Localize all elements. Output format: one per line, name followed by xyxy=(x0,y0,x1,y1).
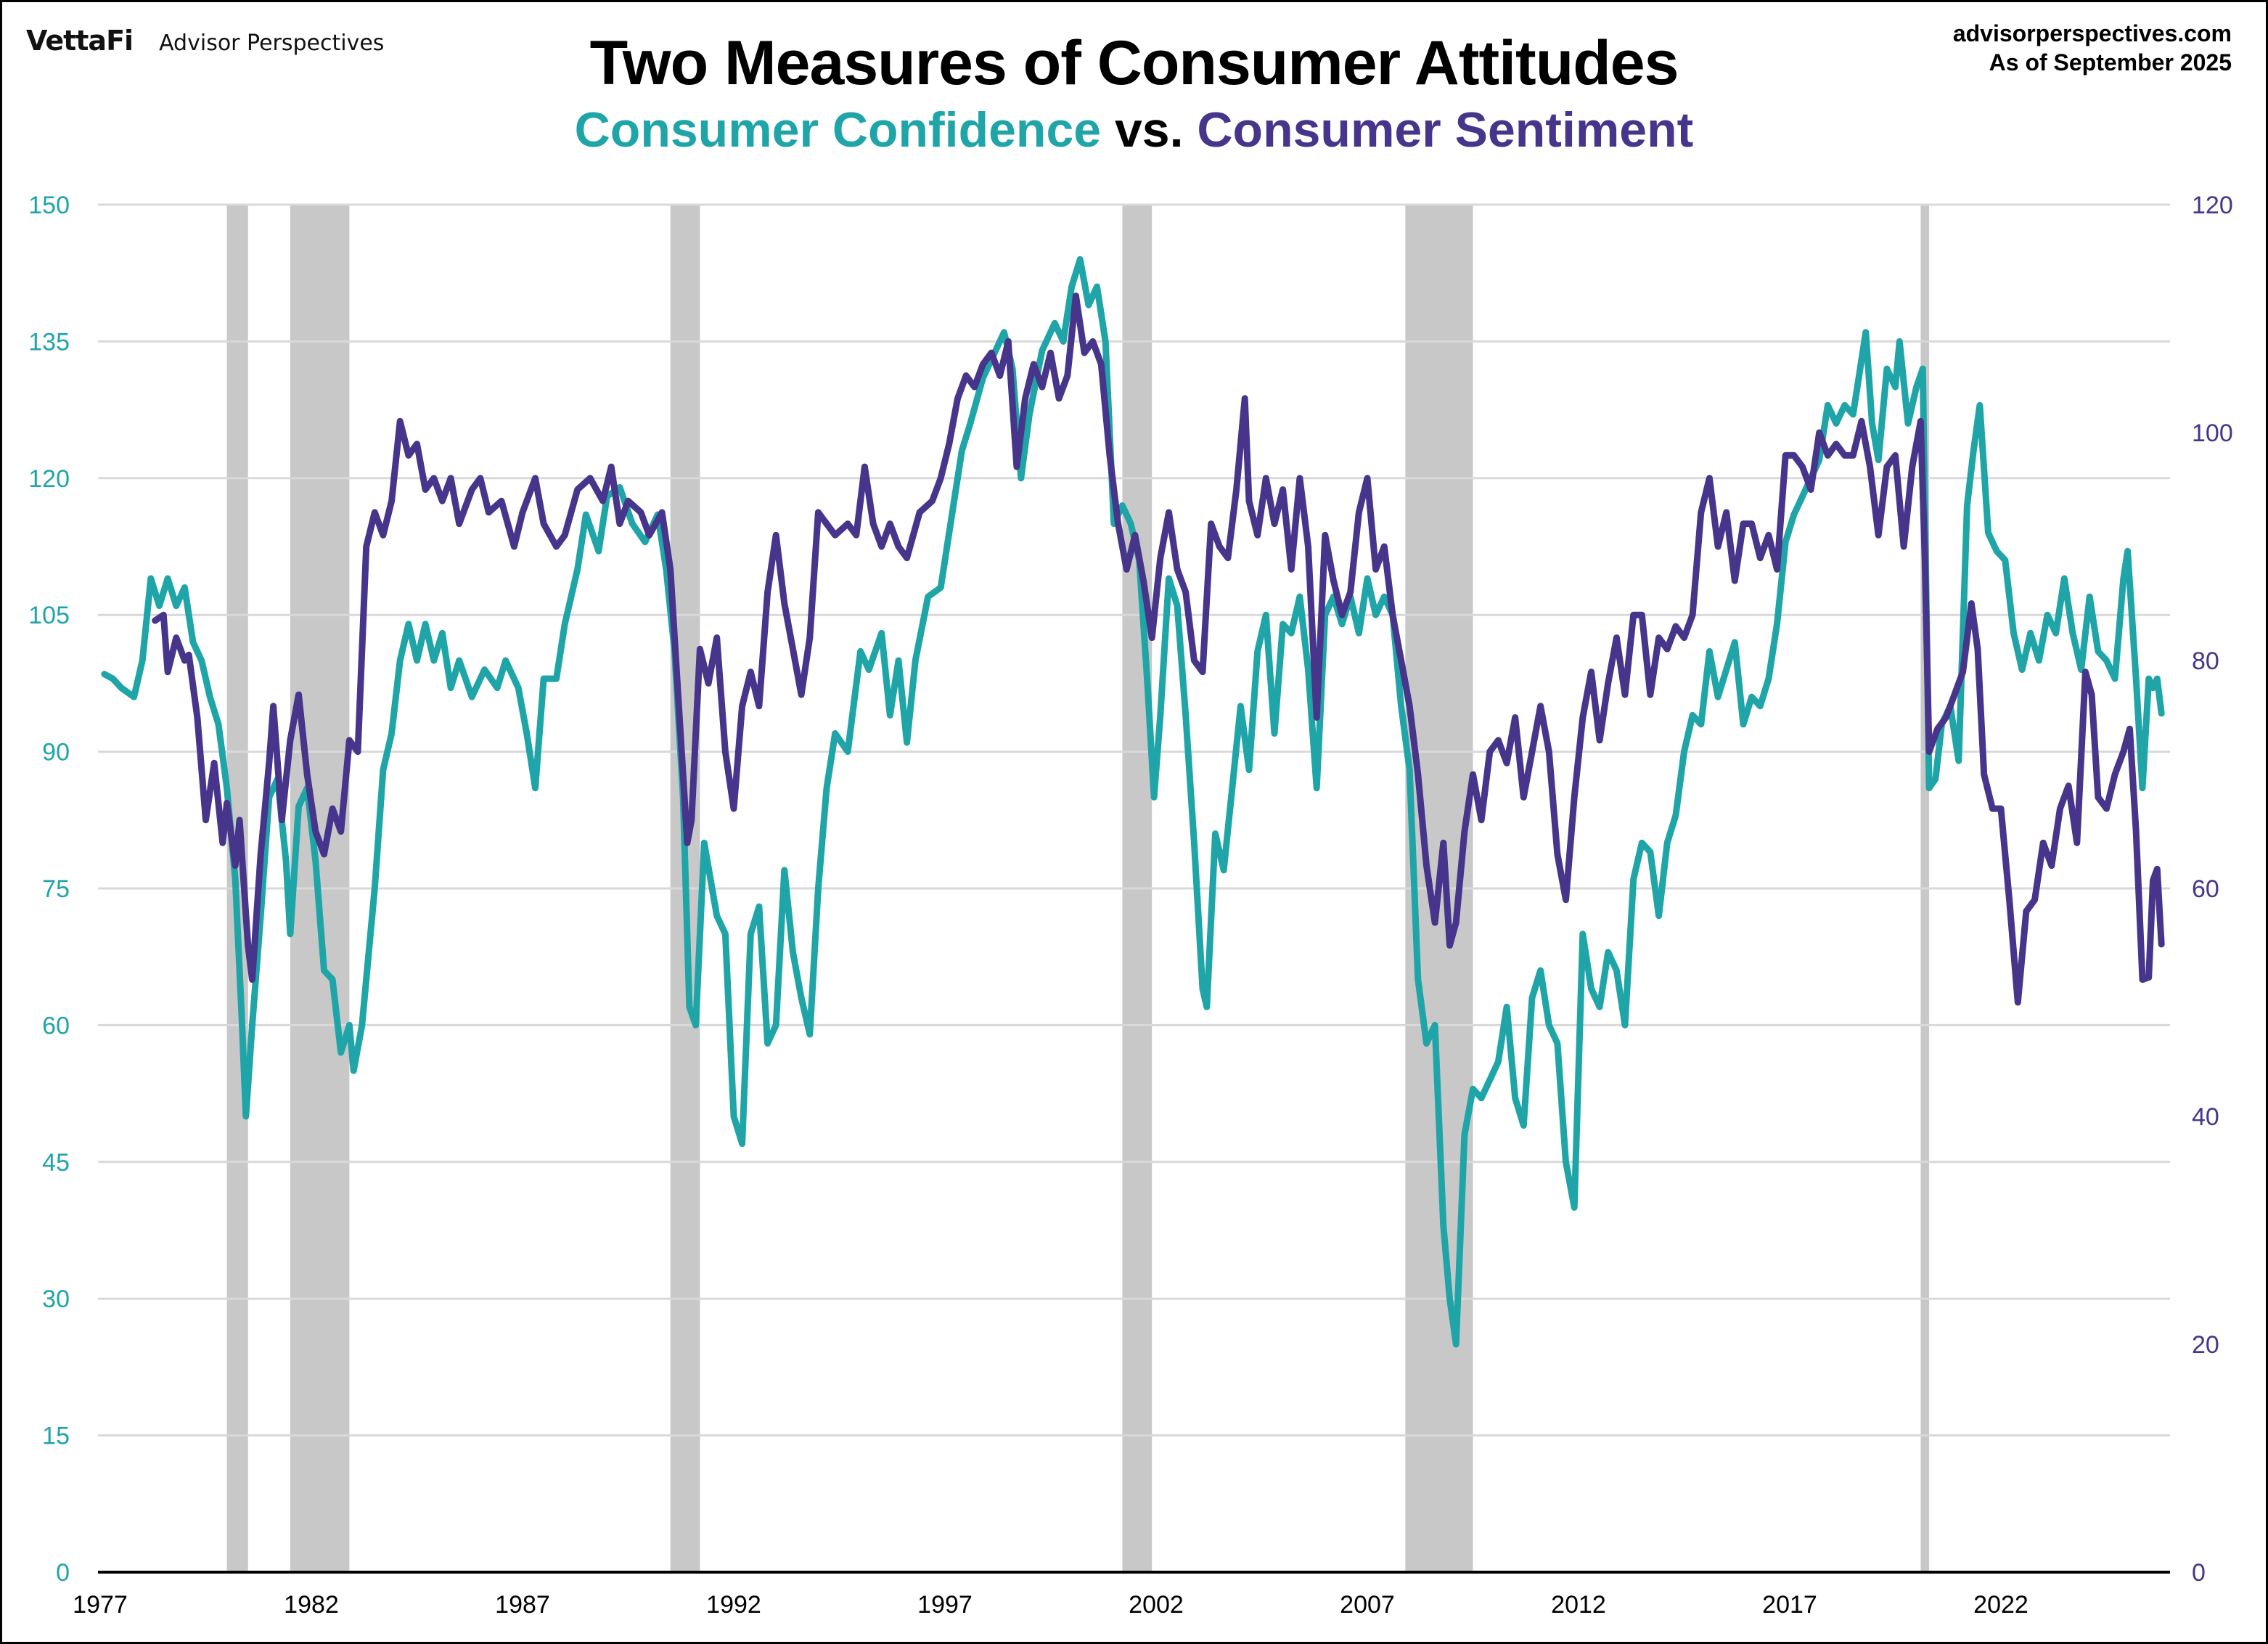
x-tick-label: 2022 xyxy=(1973,1591,2028,1619)
subtitle-sentiment: Consumer Sentiment xyxy=(1197,102,1694,158)
y-left-tick-label: 30 xyxy=(42,1285,70,1313)
y-left-tick-label: 15 xyxy=(42,1423,70,1450)
y-right-tick-label: 60 xyxy=(2192,875,2219,903)
series-consumer-sentiment xyxy=(152,293,2165,1006)
as-of-date: As of September 2025 xyxy=(1989,49,2232,75)
x-tick-label: 2012 xyxy=(1551,1591,1606,1619)
x-tick-label: 1977 xyxy=(73,1591,128,1619)
vettafi-logo: VettaFi xyxy=(26,25,134,57)
y-right-tick-label: 100 xyxy=(2192,420,2233,447)
y-left-tick-label: 105 xyxy=(28,602,70,629)
x-tick-label: 1992 xyxy=(706,1591,761,1619)
y-right-tick-label: 0 xyxy=(2192,1559,2206,1587)
y-left-tick-label: 75 xyxy=(42,875,70,903)
series-lines xyxy=(101,255,2165,1348)
subtitle-vs: vs. xyxy=(1101,102,1198,158)
source-block: advisorperspectives.com As of September … xyxy=(1953,19,2232,77)
y-left-tick-label: 60 xyxy=(42,1012,70,1039)
y-left-tick-label: 0 xyxy=(56,1559,70,1587)
y-right-tick-label: 120 xyxy=(2192,192,2233,219)
y-right-tick-label: 80 xyxy=(2192,647,2219,675)
chart-title: Two Measures of Consumer Attitudes xyxy=(589,28,1679,98)
axes: 0 15 30 45 60 75 90 105 120 135 150 0 20 40 60 80 100 120… xyxy=(28,192,2232,1619)
series-consumer-confidence xyxy=(101,255,2165,1348)
x-tick-label: 1987 xyxy=(495,1591,550,1619)
y-left-tick-label: 135 xyxy=(28,328,70,356)
source-site: advisorperspectives.com xyxy=(1952,20,2232,46)
chart-subtitle: Consumer Confidence vs. Consumer Sentime… xyxy=(0,102,2268,158)
y-left-tick-label: 150 xyxy=(28,192,70,219)
y-left-tick-label: 90 xyxy=(42,739,70,766)
y-right-tick-label: 20 xyxy=(2192,1331,2219,1359)
subtitle-confidence: Consumer Confidence xyxy=(574,102,1102,158)
x-tick-label: 2007 xyxy=(1340,1591,1395,1619)
x-tick-label: 2017 xyxy=(1762,1591,1817,1619)
y-left-tick-label: 120 xyxy=(28,465,70,493)
gridlines xyxy=(98,203,2170,1437)
brand-name: Advisor Perspectives xyxy=(159,30,385,56)
y-left-tick-label: 45 xyxy=(42,1149,70,1177)
y-right-tick-label: 40 xyxy=(2192,1103,2219,1131)
x-tick-label: 2002 xyxy=(1129,1591,1184,1619)
brand-header: VettaFi Advisor Perspectives xyxy=(26,25,384,57)
x-tick-label: 1982 xyxy=(284,1591,339,1619)
x-tick-label: 1997 xyxy=(917,1591,973,1619)
